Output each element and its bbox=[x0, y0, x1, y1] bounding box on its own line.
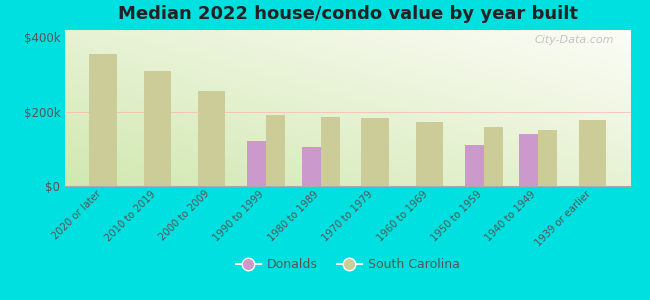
Bar bbox=[198, 91, 226, 186]
Bar bbox=[144, 71, 171, 186]
Title: Median 2022 house/condo value by year built: Median 2022 house/condo value by year bu… bbox=[118, 5, 578, 23]
Bar bbox=[266, 116, 285, 186]
Bar bbox=[247, 141, 266, 186]
Legend: Donalds, South Carolina: Donalds, South Carolina bbox=[231, 254, 465, 277]
Bar bbox=[579, 120, 606, 186]
Bar bbox=[416, 122, 443, 186]
Bar bbox=[484, 127, 502, 186]
Bar bbox=[361, 118, 389, 186]
Bar bbox=[320, 117, 339, 186]
Text: City-Data.com: City-Data.com bbox=[534, 35, 614, 45]
Bar bbox=[90, 54, 116, 186]
Bar bbox=[538, 130, 557, 186]
Bar bbox=[465, 145, 484, 186]
Bar bbox=[302, 147, 320, 186]
Bar bbox=[519, 134, 538, 186]
